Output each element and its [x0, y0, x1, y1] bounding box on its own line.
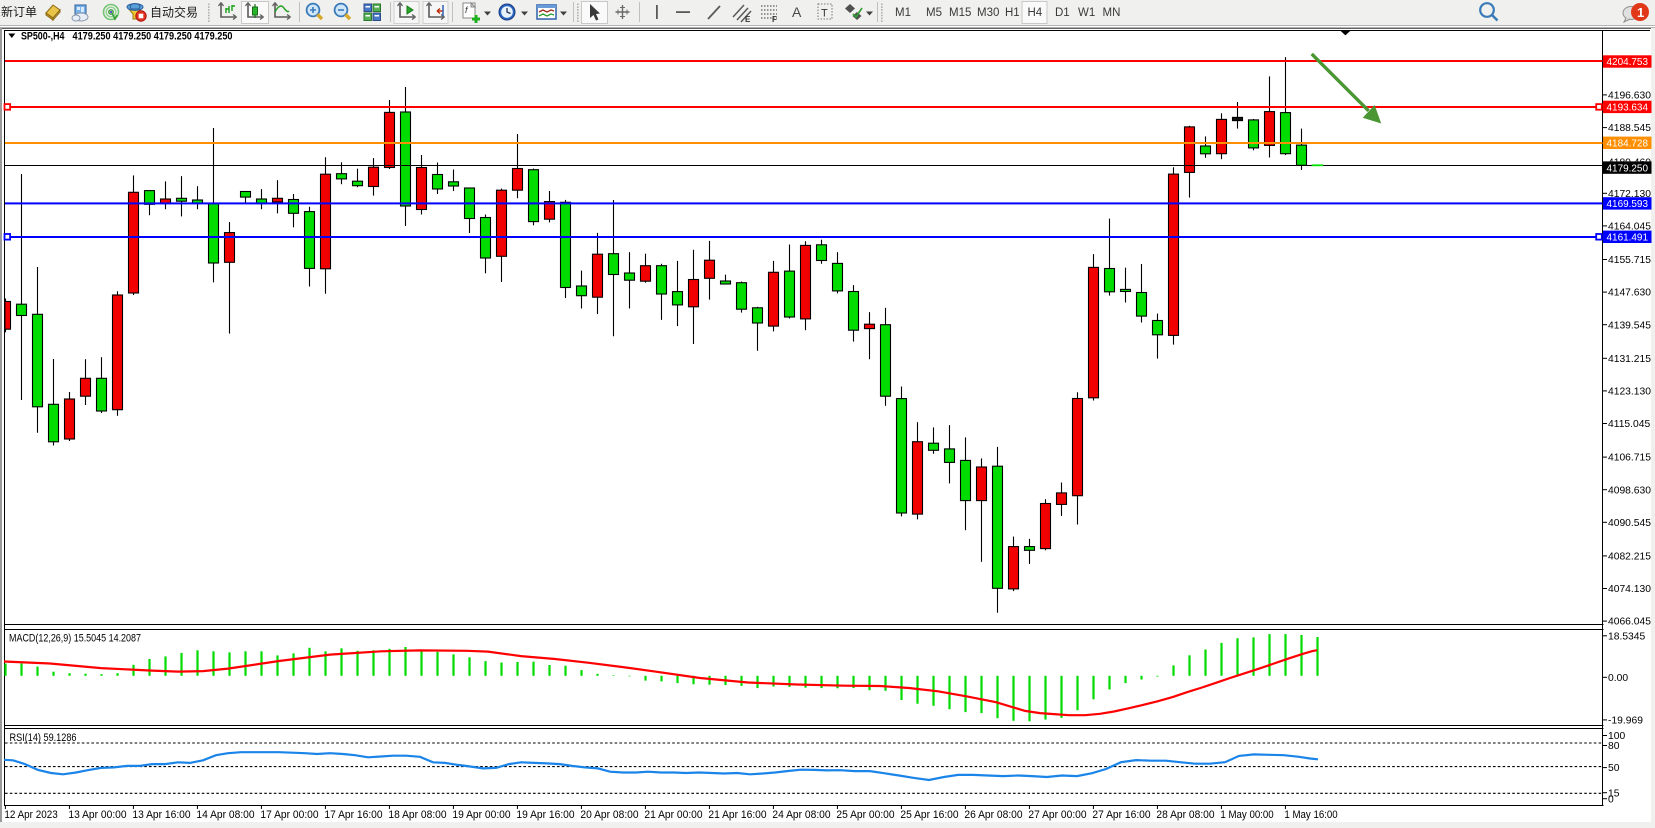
svg-text:M5: M5 [926, 7, 942, 19]
svg-text:MN: MN [1103, 7, 1121, 19]
svg-text:21 Apr 16:00: 21 Apr 16:00 [708, 809, 766, 821]
svg-text:4115.045: 4115.045 [1608, 419, 1650, 430]
svg-text:新订单: 新订单 [1, 4, 37, 19]
svg-text:4074.130: 4074.130 [1608, 584, 1651, 595]
svg-text:17 Apr 16:00: 17 Apr 16:00 [324, 809, 382, 821]
svg-text:自动交易: 自动交易 [150, 5, 198, 20]
svg-text:13 Apr 16:00: 13 Apr 16:00 [132, 809, 190, 821]
svg-text:E: E [745, 15, 751, 24]
svg-text:M30: M30 [977, 7, 999, 19]
svg-text:4179.250: 4179.250 [1607, 163, 1649, 174]
svg-text:4164.045: 4164.045 [1608, 222, 1651, 233]
svg-text:13 Apr 00:00: 13 Apr 00:00 [68, 809, 126, 821]
svg-text:D1: D1 [1055, 7, 1070, 19]
svg-text:21 Apr 00:00: 21 Apr 00:00 [644, 809, 702, 821]
svg-text:4066.045: 4066.045 [1608, 617, 1651, 628]
svg-text:A: A [792, 4, 802, 20]
svg-text:4169.593: 4169.593 [1607, 199, 1649, 210]
svg-text:1: 1 [1637, 5, 1644, 20]
svg-text:4204.753: 4204.753 [1607, 57, 1649, 68]
svg-text:25 Apr 16:00: 25 Apr 16:00 [900, 809, 958, 821]
svg-text:1 May 00:00: 1 May 00:00 [1220, 809, 1273, 821]
svg-text:17 Apr 00:00: 17 Apr 00:00 [260, 809, 318, 821]
svg-text:4123.130: 4123.130 [1608, 387, 1651, 398]
svg-text:4147.630: 4147.630 [1608, 288, 1651, 299]
svg-text:19 Apr 16:00: 19 Apr 16:00 [516, 809, 574, 821]
svg-text:28 Apr 08:00: 28 Apr 08:00 [1156, 809, 1214, 821]
svg-text:MACD(12,26,9) 15.5045 14.2087: MACD(12,26,9) 15.5045 14.2087 [9, 633, 141, 645]
svg-text:27 Apr 16:00: 27 Apr 16:00 [1092, 809, 1150, 821]
svg-text:25 Apr 00:00: 25 Apr 00:00 [836, 809, 894, 821]
svg-text:12 Apr 2023: 12 Apr 2023 [4, 809, 57, 821]
svg-text:4106.715: 4106.715 [1608, 453, 1651, 464]
svg-text:1 May 16:00: 1 May 16:00 [1284, 809, 1337, 821]
svg-text:0.00: 0.00 [1608, 673, 1628, 684]
svg-text:100: 100 [1608, 731, 1625, 742]
svg-text:26 Apr 08:00: 26 Apr 08:00 [964, 809, 1022, 821]
svg-text:-19.969: -19.969 [1608, 716, 1643, 727]
svg-text:M15: M15 [949, 7, 971, 19]
svg-text:20 Apr 08:00: 20 Apr 08:00 [580, 809, 638, 821]
svg-text:50: 50 [1608, 763, 1620, 774]
svg-text:4196.630: 4196.630 [1608, 91, 1651, 102]
svg-text:27 Apr 00:00: 27 Apr 00:00 [1028, 809, 1086, 821]
svg-text:F: F [772, 15, 777, 24]
svg-text:4161.491: 4161.491 [1607, 233, 1649, 244]
svg-text:18 Apr 08:00: 18 Apr 08:00 [388, 809, 446, 821]
svg-text:24 Apr 08:00: 24 Apr 08:00 [772, 809, 830, 821]
svg-text:M1: M1 [895, 7, 911, 19]
svg-text:4188.545: 4188.545 [1608, 123, 1651, 134]
svg-text:19 Apr 00:00: 19 Apr 00:00 [452, 809, 510, 821]
svg-text:4090.545: 4090.545 [1608, 518, 1651, 529]
svg-text:0: 0 [1608, 794, 1614, 805]
svg-text:SP500-,H4: SP500-,H4 [21, 31, 65, 43]
svg-text:4082.215: 4082.215 [1608, 552, 1651, 563]
svg-text:T: T [821, 8, 828, 20]
svg-text:H4: H4 [1028, 7, 1043, 19]
svg-text:W1: W1 [1078, 7, 1095, 19]
svg-text:4098.630: 4098.630 [1608, 485, 1651, 496]
svg-text:f: f [465, 5, 469, 15]
svg-text:RSI(14) 59.1286: RSI(14) 59.1286 [10, 732, 77, 744]
svg-text:18.5345: 18.5345 [1608, 631, 1645, 642]
svg-text:14 Apr 08:00: 14 Apr 08:00 [196, 809, 254, 821]
svg-text:4155.715: 4155.715 [1608, 255, 1651, 266]
svg-text:4131.215: 4131.215 [1608, 354, 1651, 365]
svg-text:H1: H1 [1005, 7, 1020, 19]
svg-text:80: 80 [1608, 741, 1620, 752]
svg-text:4139.545: 4139.545 [1608, 320, 1651, 331]
svg-text:4172.130: 4172.130 [1608, 189, 1651, 200]
svg-text:4184.728: 4184.728 [1607, 139, 1649, 150]
svg-text:4179.250 4179.250 4179.250 417: 4179.250 4179.250 4179.250 4179.250 [73, 31, 233, 43]
svg-text:4193.634: 4193.634 [1607, 103, 1649, 114]
svg-text:15: 15 [1608, 788, 1620, 799]
